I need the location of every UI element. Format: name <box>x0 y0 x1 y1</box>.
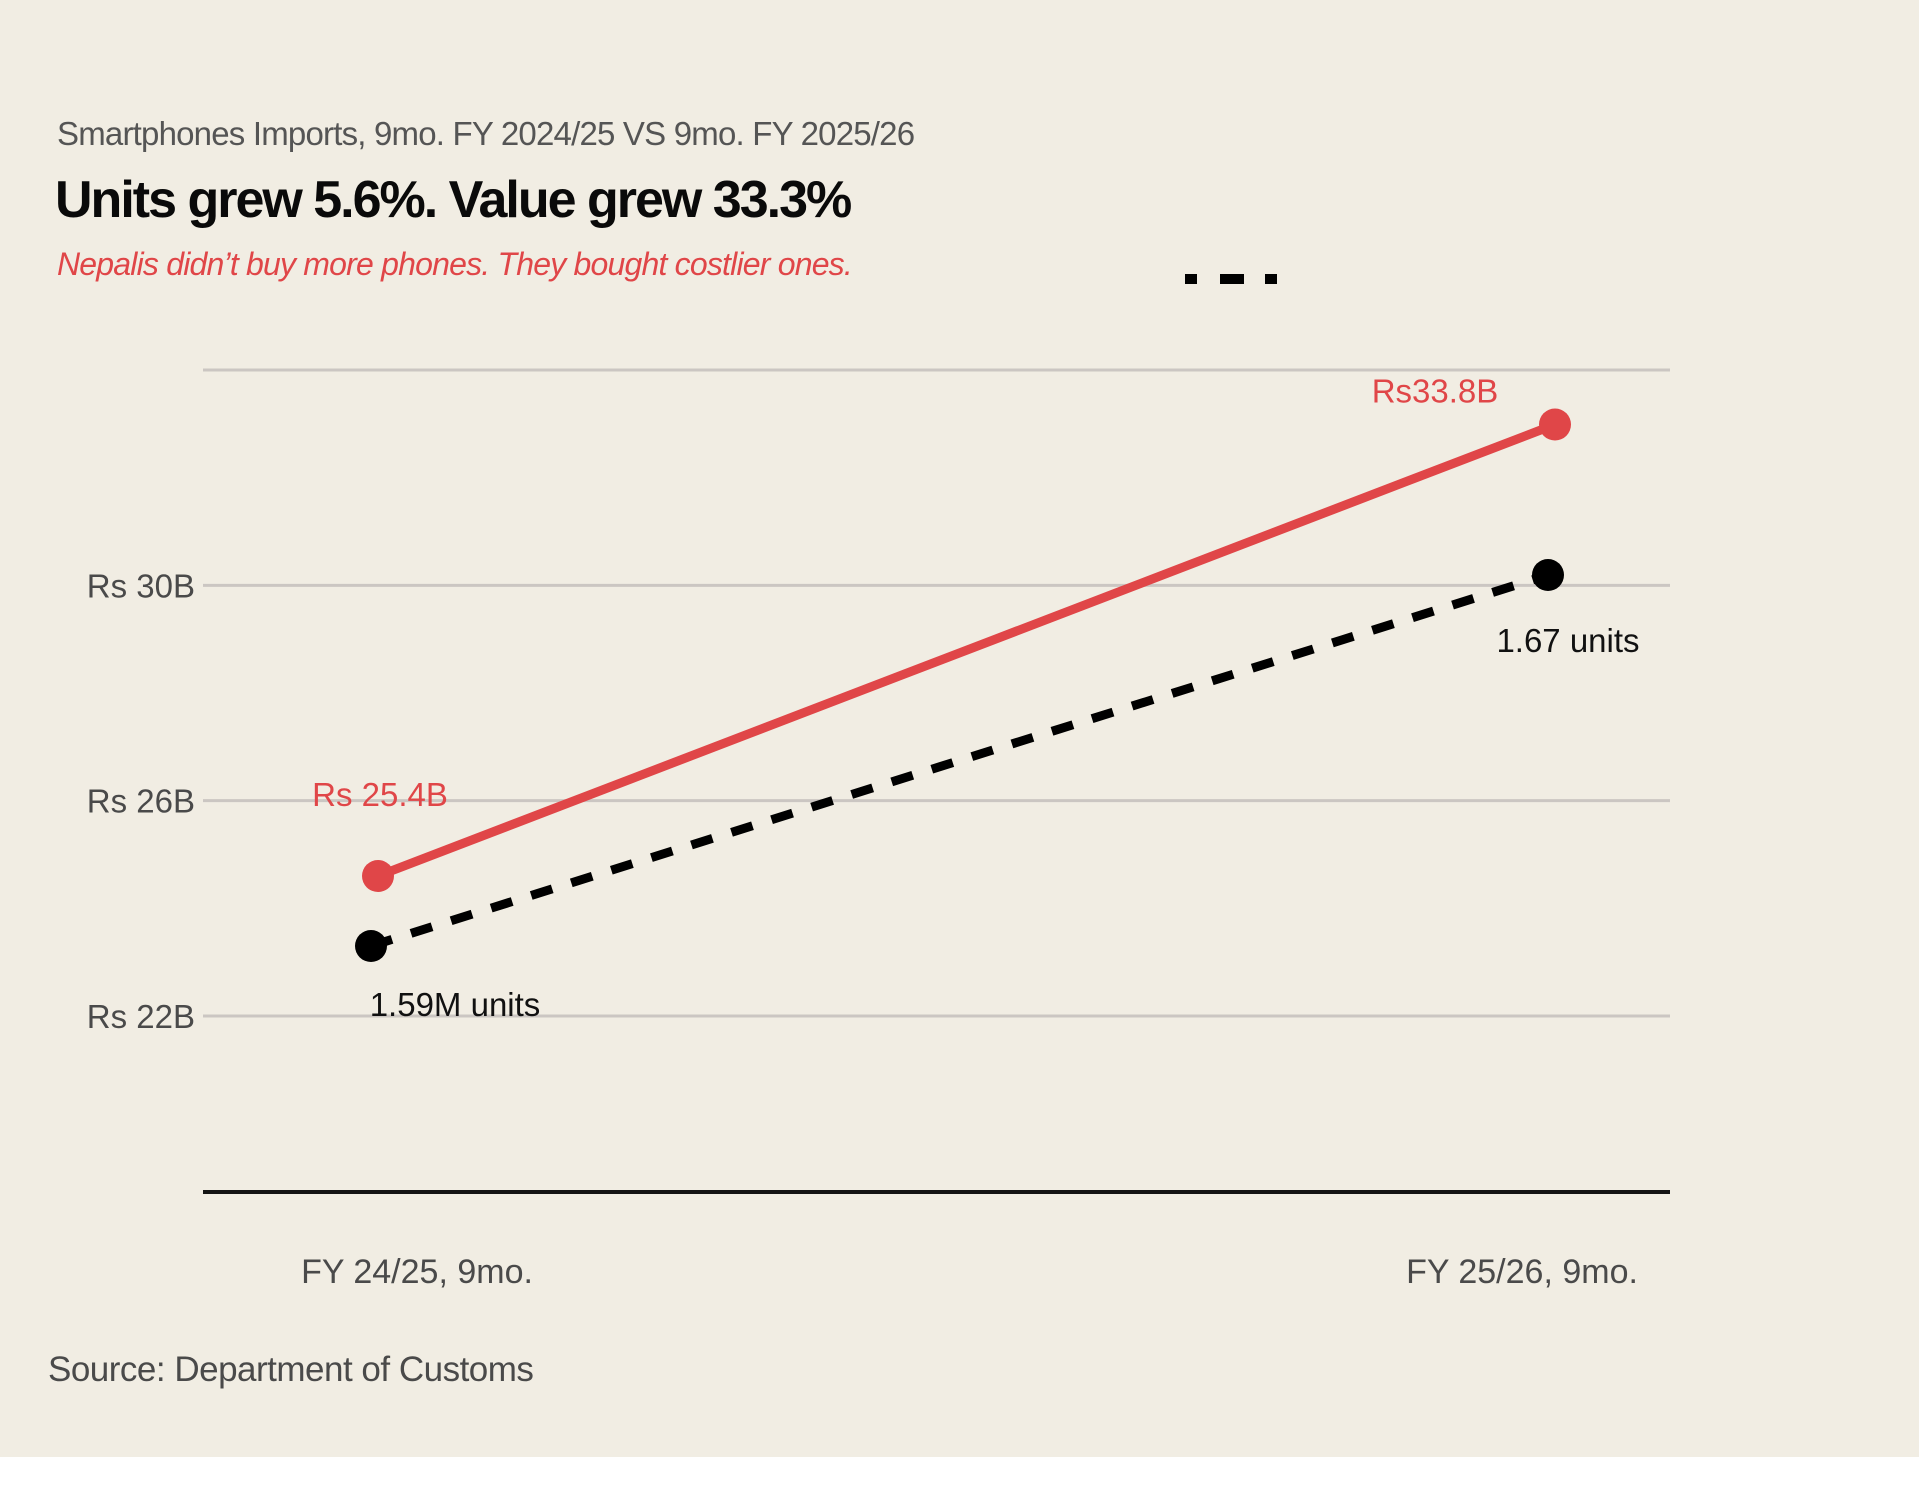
chart-kicker: Smartphones Imports, 9mo. FY 2024/25 VS … <box>57 115 915 152</box>
series-value: Rs 25.4B Rs33.8B <box>312 373 1571 892</box>
x-axis-ticks: FY 24/25, 9mo. FY 25/26, 9mo. <box>301 1253 1638 1291</box>
y-tick-label: Rs 26B <box>87 783 195 820</box>
chart-title: Units grew 5.6%. Value grew 33.3% <box>55 171 852 229</box>
data-point <box>1532 559 1564 591</box>
data-label: 1.59M units <box>370 986 541 1023</box>
data-point <box>362 860 394 892</box>
x-tick-label: FY 24/25, 9mo. <box>301 1253 533 1291</box>
series-line <box>369 570 1550 951</box>
y-axis-ticks: Rs 22B Rs 26B Rs 30B <box>87 567 195 1035</box>
chart-canvas: Smartphones Imports, 9mo. FY 2024/25 VS … <box>0 0 1919 1457</box>
chart-subtitle: Nepalis didn’t buy more phones. They bou… <box>57 246 853 282</box>
dashed-line-swatch-icon <box>1185 274 1277 284</box>
data-point <box>1539 408 1571 441</box>
y-tick-label: Rs 22B <box>87 998 195 1035</box>
x-tick-label: FY 25/26, 9mo. <box>1406 1253 1638 1291</box>
series-line <box>376 420 1557 881</box>
series-layer: Rs 25.4B Rs33.8B 1.59M units 1.67 units <box>312 373 1639 1024</box>
data-label: Rs 25.4B <box>312 776 448 813</box>
data-label: 1.67 units <box>1496 622 1639 659</box>
legend <box>1185 274 1277 284</box>
source-note: Source: Department of Customs <box>48 1350 534 1389</box>
data-point <box>355 930 387 962</box>
data-label: Rs33.8B <box>1372 373 1499 410</box>
gridlines <box>203 368 1670 1018</box>
series-units: 1.59M units 1.67 units <box>355 559 1640 1023</box>
line-chart: Rs 22B Rs 26B Rs 30B FY 24/25, 9mo. FY 25/2… <box>87 274 1670 1291</box>
y-tick-label: Rs 30B <box>87 567 195 604</box>
